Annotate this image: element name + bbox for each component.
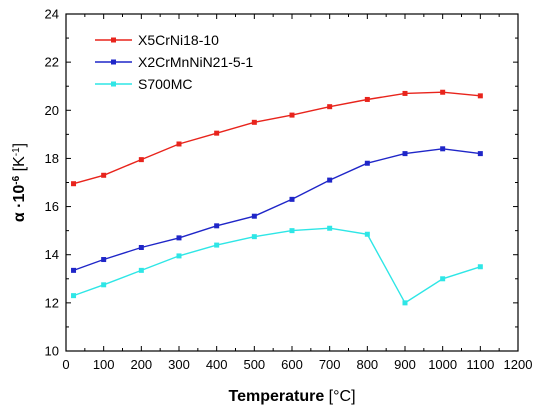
data-point <box>101 282 107 288</box>
legend: X5CrNi18-10 X2CrMnNiN21-5-1 S700MC <box>95 32 253 92</box>
data-point <box>71 267 77 273</box>
x-tick-label: 800 <box>356 357 378 372</box>
series-layer <box>71 89 483 306</box>
legend-swatch-marker <box>111 81 116 87</box>
x-tick-label: 900 <box>394 357 416 372</box>
plot-frame <box>65 13 519 352</box>
data-point <box>364 160 370 166</box>
x-tick-label: 600 <box>281 357 303 372</box>
y-tick-label: 12 <box>45 295 59 310</box>
series-1 <box>71 89 483 187</box>
data-point <box>289 196 295 202</box>
data-point <box>402 300 408 306</box>
series-2 <box>71 146 483 273</box>
x-tick-label: 300 <box>168 357 190 372</box>
y-tick-label: 14 <box>45 247 59 262</box>
series-line <box>73 227 481 304</box>
ticks-layer: 0 100 200 300 400 500 600 700 800 900 1000 1100 1200… <box>45 7 533 373</box>
y-tick-label: 20 <box>45 103 59 118</box>
y-tick-label: 18 <box>45 151 59 166</box>
legend-swatch-marker <box>111 37 116 43</box>
y-tick-label: 16 <box>45 199 59 214</box>
data-point <box>289 112 295 118</box>
data-point <box>327 177 333 183</box>
data-point <box>440 146 446 152</box>
data-point <box>138 267 144 273</box>
data-point <box>327 225 333 231</box>
x-axis-title-unit: [°C] <box>324 388 355 405</box>
legend-item: S700MC <box>95 76 192 92</box>
data-point <box>176 235 182 241</box>
x-tick-label: 0 <box>62 357 69 372</box>
data-point <box>402 151 408 157</box>
x-tick-label: 400 <box>206 357 228 372</box>
data-point <box>440 89 446 95</box>
data-point <box>101 257 107 263</box>
data-point <box>477 93 483 99</box>
x-tick-label: 100 <box>93 357 115 372</box>
legend-label: S700MC <box>138 76 192 92</box>
y-axis-title: α ·10-6 [K-1] <box>11 143 29 222</box>
x-tick-label: 1100 <box>466 357 494 372</box>
data-point <box>251 234 257 240</box>
data-point <box>138 157 144 163</box>
data-point <box>214 223 220 229</box>
data-point <box>327 104 333 110</box>
y-axis-title-exponent: -6 <box>11 175 22 184</box>
data-point <box>214 242 220 248</box>
data-point <box>251 213 257 219</box>
data-point <box>71 293 77 299</box>
data-point <box>477 151 483 157</box>
x-tick-label: 1000 <box>428 357 457 372</box>
y-axis-title-unit-exponent: -1 <box>11 147 22 156</box>
legend-item: X2CrMnNiN21-5-1 <box>95 54 253 70</box>
x-tick-label: 500 <box>243 357 265 372</box>
series-3 <box>71 225 483 306</box>
data-point <box>71 181 77 187</box>
data-point <box>251 119 257 125</box>
data-point <box>289 228 295 234</box>
x-tick-label: 700 <box>319 357 341 372</box>
data-point <box>477 264 483 270</box>
data-point <box>364 96 370 102</box>
data-point <box>138 244 144 250</box>
data-point <box>214 130 220 136</box>
x-tick-label: 1200 <box>504 357 533 372</box>
y-tick-label: 24 <box>45 7 59 22</box>
x-axis-title: Temperature [°C] <box>228 388 355 405</box>
y-tick-label: 22 <box>45 55 59 70</box>
legend-label: X2CrMnNiN21-5-1 <box>138 54 253 70</box>
data-point <box>440 276 446 282</box>
y-axis-title-unit-a: [K <box>11 156 28 176</box>
data-point <box>101 172 107 178</box>
data-point <box>402 90 408 96</box>
legend-label: X5CrNi18-10 <box>138 32 219 48</box>
data-point <box>176 141 182 147</box>
data-point <box>364 231 370 237</box>
x-tick-label: 200 <box>130 357 152 372</box>
data-point <box>176 253 182 259</box>
y-axis-title-main: α ·10 <box>11 185 28 223</box>
legend-item: X5CrNi18-10 <box>95 32 219 48</box>
y-tick-label: 10 <box>45 344 59 359</box>
legend-swatch-marker <box>111 59 116 65</box>
series-line <box>73 91 481 185</box>
series-line <box>73 148 481 272</box>
y-axis-title-unit-b: ] <box>11 143 28 147</box>
x-axis-title-bold: Temperature <box>228 388 324 405</box>
